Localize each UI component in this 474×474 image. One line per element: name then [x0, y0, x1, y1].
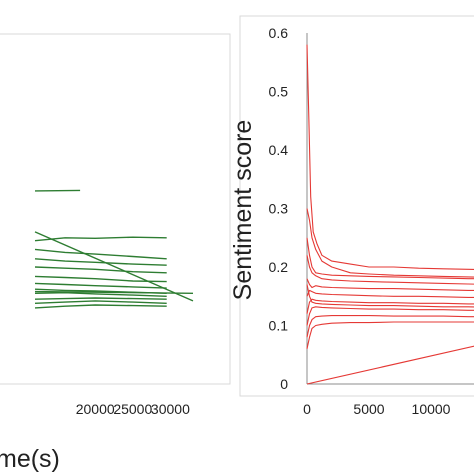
left-series-line	[34, 300, 167, 304]
left-series-line	[34, 236, 167, 242]
left-series-line	[34, 282, 167, 289]
right-series-line	[306, 298, 474, 314]
right-y-tick-label: 0.6	[269, 25, 289, 41]
right-series-line	[306, 306, 474, 326]
right-series-line	[306, 321, 474, 350]
left-plot-frame	[0, 33, 231, 385]
left-series-line	[34, 258, 167, 266]
left-series-line	[34, 189, 81, 192]
left-series-line	[34, 292, 167, 297]
right-series-line	[306, 284, 474, 308]
left-x-tick-label: 25000	[113, 401, 152, 417]
right-series-line	[306, 315, 474, 338]
right-series-line	[306, 44, 474, 270]
right-series-line	[306, 255, 474, 285]
left-x-tick-label: 30000	[151, 401, 190, 417]
left-series-line	[34, 304, 167, 309]
left-series-line	[34, 231, 194, 302]
right-series-line	[306, 289, 474, 298]
right-y-tick-label: 0.4	[269, 142, 289, 158]
right-y-tick-label: 0.1	[269, 318, 289, 334]
right-x-tick-label: 10000	[412, 401, 451, 417]
right-x-tick-label: 5000	[353, 401, 384, 417]
right-x-tick-labels: 0 5000 10000	[303, 401, 451, 417]
right-y-tick-label: 0.3	[269, 201, 289, 217]
right-y-tick-label: 0.5	[269, 84, 289, 100]
right-y-tick-label: 0	[280, 376, 288, 392]
right-y-tick-labels: 0 0.1 0.2 0.3 0.4 0.5 0.6	[269, 25, 289, 392]
right-y-axis-title: Sentiment score	[229, 120, 257, 301]
left-x-axis-title: me(s)	[0, 445, 60, 473]
left-series-line	[34, 297, 167, 300]
right-series-line	[306, 345, 474, 385]
right-chart: 0 0.1 0.2 0.3 0.4 0.5 0.6 0 5000 10000 Sentiment…	[229, 15, 474, 417]
left-series-line	[34, 275, 167, 283]
left-x-tick-label: 20000	[76, 401, 115, 417]
right-series-group	[306, 44, 474, 385]
right-series-line	[306, 208, 474, 278]
right-series-line	[306, 237, 474, 280]
left-series-line	[34, 290, 194, 294]
right-plot-frame	[239, 15, 474, 397]
right-x-tick-label: 0	[303, 401, 311, 417]
left-series-line	[34, 266, 167, 274]
left-series-group	[34, 189, 194, 309]
left-series-line	[34, 248, 167, 260]
right-y-tick-label: 0.2	[269, 259, 289, 275]
right-series-line	[306, 278, 474, 291]
